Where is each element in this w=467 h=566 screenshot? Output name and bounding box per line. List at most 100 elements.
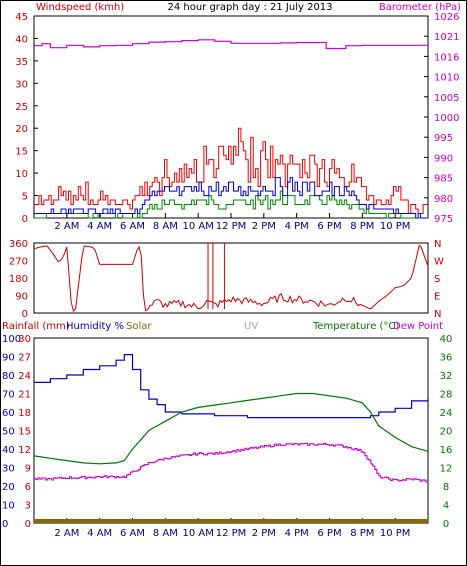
humidity-tick-label: 20 [2, 482, 15, 493]
hour-tick-label: 10 AM [182, 528, 213, 539]
temperature-tick-label: 20 [440, 427, 453, 438]
barometer-line [34, 39, 428, 50]
rainfall-tick-label: 15 [18, 427, 31, 438]
hour-tick-label: 4 PM [285, 221, 309, 232]
hour-tick-label: 6 PM [317, 528, 341, 539]
windspeed-axis-label: Windspeed (kmh) [36, 2, 124, 13]
compass-tick-label: N [434, 309, 441, 320]
temperature-tick-label: 36 [440, 353, 453, 364]
barometer-tick-label: 975 [434, 214, 453, 225]
windspeed-tick-label: 0 [22, 214, 28, 225]
humidity-tick-label: 0 [2, 519, 8, 530]
humidity-line [34, 354, 429, 419]
dewpoint-line [34, 442, 429, 483]
barometer-tick-label: 995 [434, 133, 453, 144]
hour-tick-label: 12 PM [216, 528, 247, 539]
wind-average-line [34, 177, 428, 219]
compass-tick-label: S [434, 274, 440, 285]
windspeed-tick-label: 10 [15, 169, 28, 180]
hour-tick-label: 8 AM [153, 528, 178, 539]
hour-tick-label: 6 AM [120, 221, 145, 232]
rainfall-bar [35, 519, 427, 523]
temperature-tick-label: 4 [443, 501, 449, 512]
direction-tick-label: 90 [15, 292, 28, 303]
barometer-axis-label: Barometer (hPa) [379, 2, 461, 13]
temperature-line [33, 392, 429, 465]
rainfall-tick-label: 24 [18, 371, 31, 382]
temperature-tick-label: 28 [440, 390, 453, 401]
rainfall-tick-label: 21 [18, 390, 31, 401]
humidity-tick-label: 10 [2, 501, 15, 512]
rainfall-tick-label: 27 [18, 353, 31, 364]
humidity-tick-label: 100 [2, 334, 21, 345]
humidity-tick-label: 30 [2, 464, 15, 475]
wind-gust-line [34, 127, 428, 214]
barometer-tick-label: 1005 [434, 93, 459, 104]
direction-tick-label: 0 [22, 309, 28, 320]
compass-tick-label: E [434, 292, 440, 303]
hour-tick-label: 10 AM [182, 221, 213, 232]
rainfall-tick-label: 6 [25, 482, 31, 493]
solar-axis-label: Solar [126, 321, 152, 332]
direction-tick-label: 270 [9, 257, 28, 268]
uv-axis-label: UV [244, 321, 258, 332]
hour-tick-label: 4 PM [285, 528, 309, 539]
temperature-tick-label: 12 [440, 464, 453, 475]
barometer-tick-label: 1021 [434, 32, 459, 43]
dewpoint-axis-label: Dew Point [393, 321, 443, 332]
hour-tick-label: 6 AM [120, 528, 145, 539]
temperature-axis-label: Temperature (°C) [312, 321, 399, 332]
rainfall-tick-label: 30 [18, 334, 31, 345]
barometer-tick-label: 980 [434, 194, 453, 205]
windspeed-tick-label: 15 [15, 147, 28, 158]
hour-tick-label: 4 AM [87, 221, 112, 232]
hour-tick-label: 2 AM [54, 528, 79, 539]
rainfall-tick-label: 9 [25, 464, 31, 475]
compass-tick-label: N [434, 239, 441, 250]
windspeed-tick-label: 45 [15, 12, 28, 23]
humidity-tick-label: 90 [2, 353, 15, 364]
rainfall-tick-label: 3 [25, 501, 31, 512]
barometer-tick-label: 990 [434, 153, 453, 164]
windspeed-tick-label: 30 [15, 79, 28, 90]
compass-tick-label: W [434, 257, 444, 268]
temperature-tick-label: 16 [440, 445, 453, 456]
temperature-tick-label: 0 [443, 519, 449, 530]
temperature-tick-label: 40 [440, 334, 453, 345]
humidity-tick-label: 60 [2, 408, 15, 419]
hour-tick-label: 8 AM [153, 221, 178, 232]
barometer-tick-label: 1000 [434, 113, 459, 124]
hour-tick-label: 10 PM [380, 528, 411, 539]
hour-tick-label: 2 AM [54, 221, 79, 232]
barometer-tick-label: 985 [434, 174, 453, 185]
hour-tick-label: 2 PM [252, 221, 276, 232]
windspeed-tick-label: 5 [22, 192, 28, 203]
hour-tick-label: 6 PM [317, 221, 341, 232]
wind-barometer-panel: 0 5 10 15 20 25 30 35 40 45 975 980 985 990 995 1000 100… [15, 12, 459, 232]
hour-tick-label: 8 PM [350, 528, 374, 539]
hour-tick-label: 10 PM [380, 221, 411, 232]
humidity-tick-label: 50 [2, 427, 15, 438]
rainfall-tick-label: 0 [25, 519, 31, 530]
temperature-tick-label: 8 [443, 482, 449, 493]
wind-min-line [34, 190, 428, 219]
hour-tick-label: 8 PM [350, 221, 374, 232]
plot-area-3 [33, 337, 429, 524]
windspeed-tick-label: 40 [15, 34, 28, 45]
humidity-axis-label: Humidity % [66, 321, 124, 332]
temperature-tick-label: 32 [440, 371, 453, 382]
humidity-tick-label: 40 [2, 445, 15, 456]
chart-title: 24 hour graph day : 21 July 2013 [167, 2, 332, 13]
wind-direction-line [33, 244, 429, 313]
temperature-tick-label: 24 [440, 408, 453, 419]
humidity-tick-label: 70 [2, 390, 15, 401]
windspeed-tick-label: 25 [15, 102, 28, 113]
humidity-tick-label: 80 [2, 371, 15, 382]
hour-tick-label: 2 PM [252, 528, 276, 539]
rainfall-tick-label: 18 [18, 408, 31, 419]
barometer-tick-label: 1016 [434, 52, 459, 63]
plot-area-1 [33, 15, 429, 219]
